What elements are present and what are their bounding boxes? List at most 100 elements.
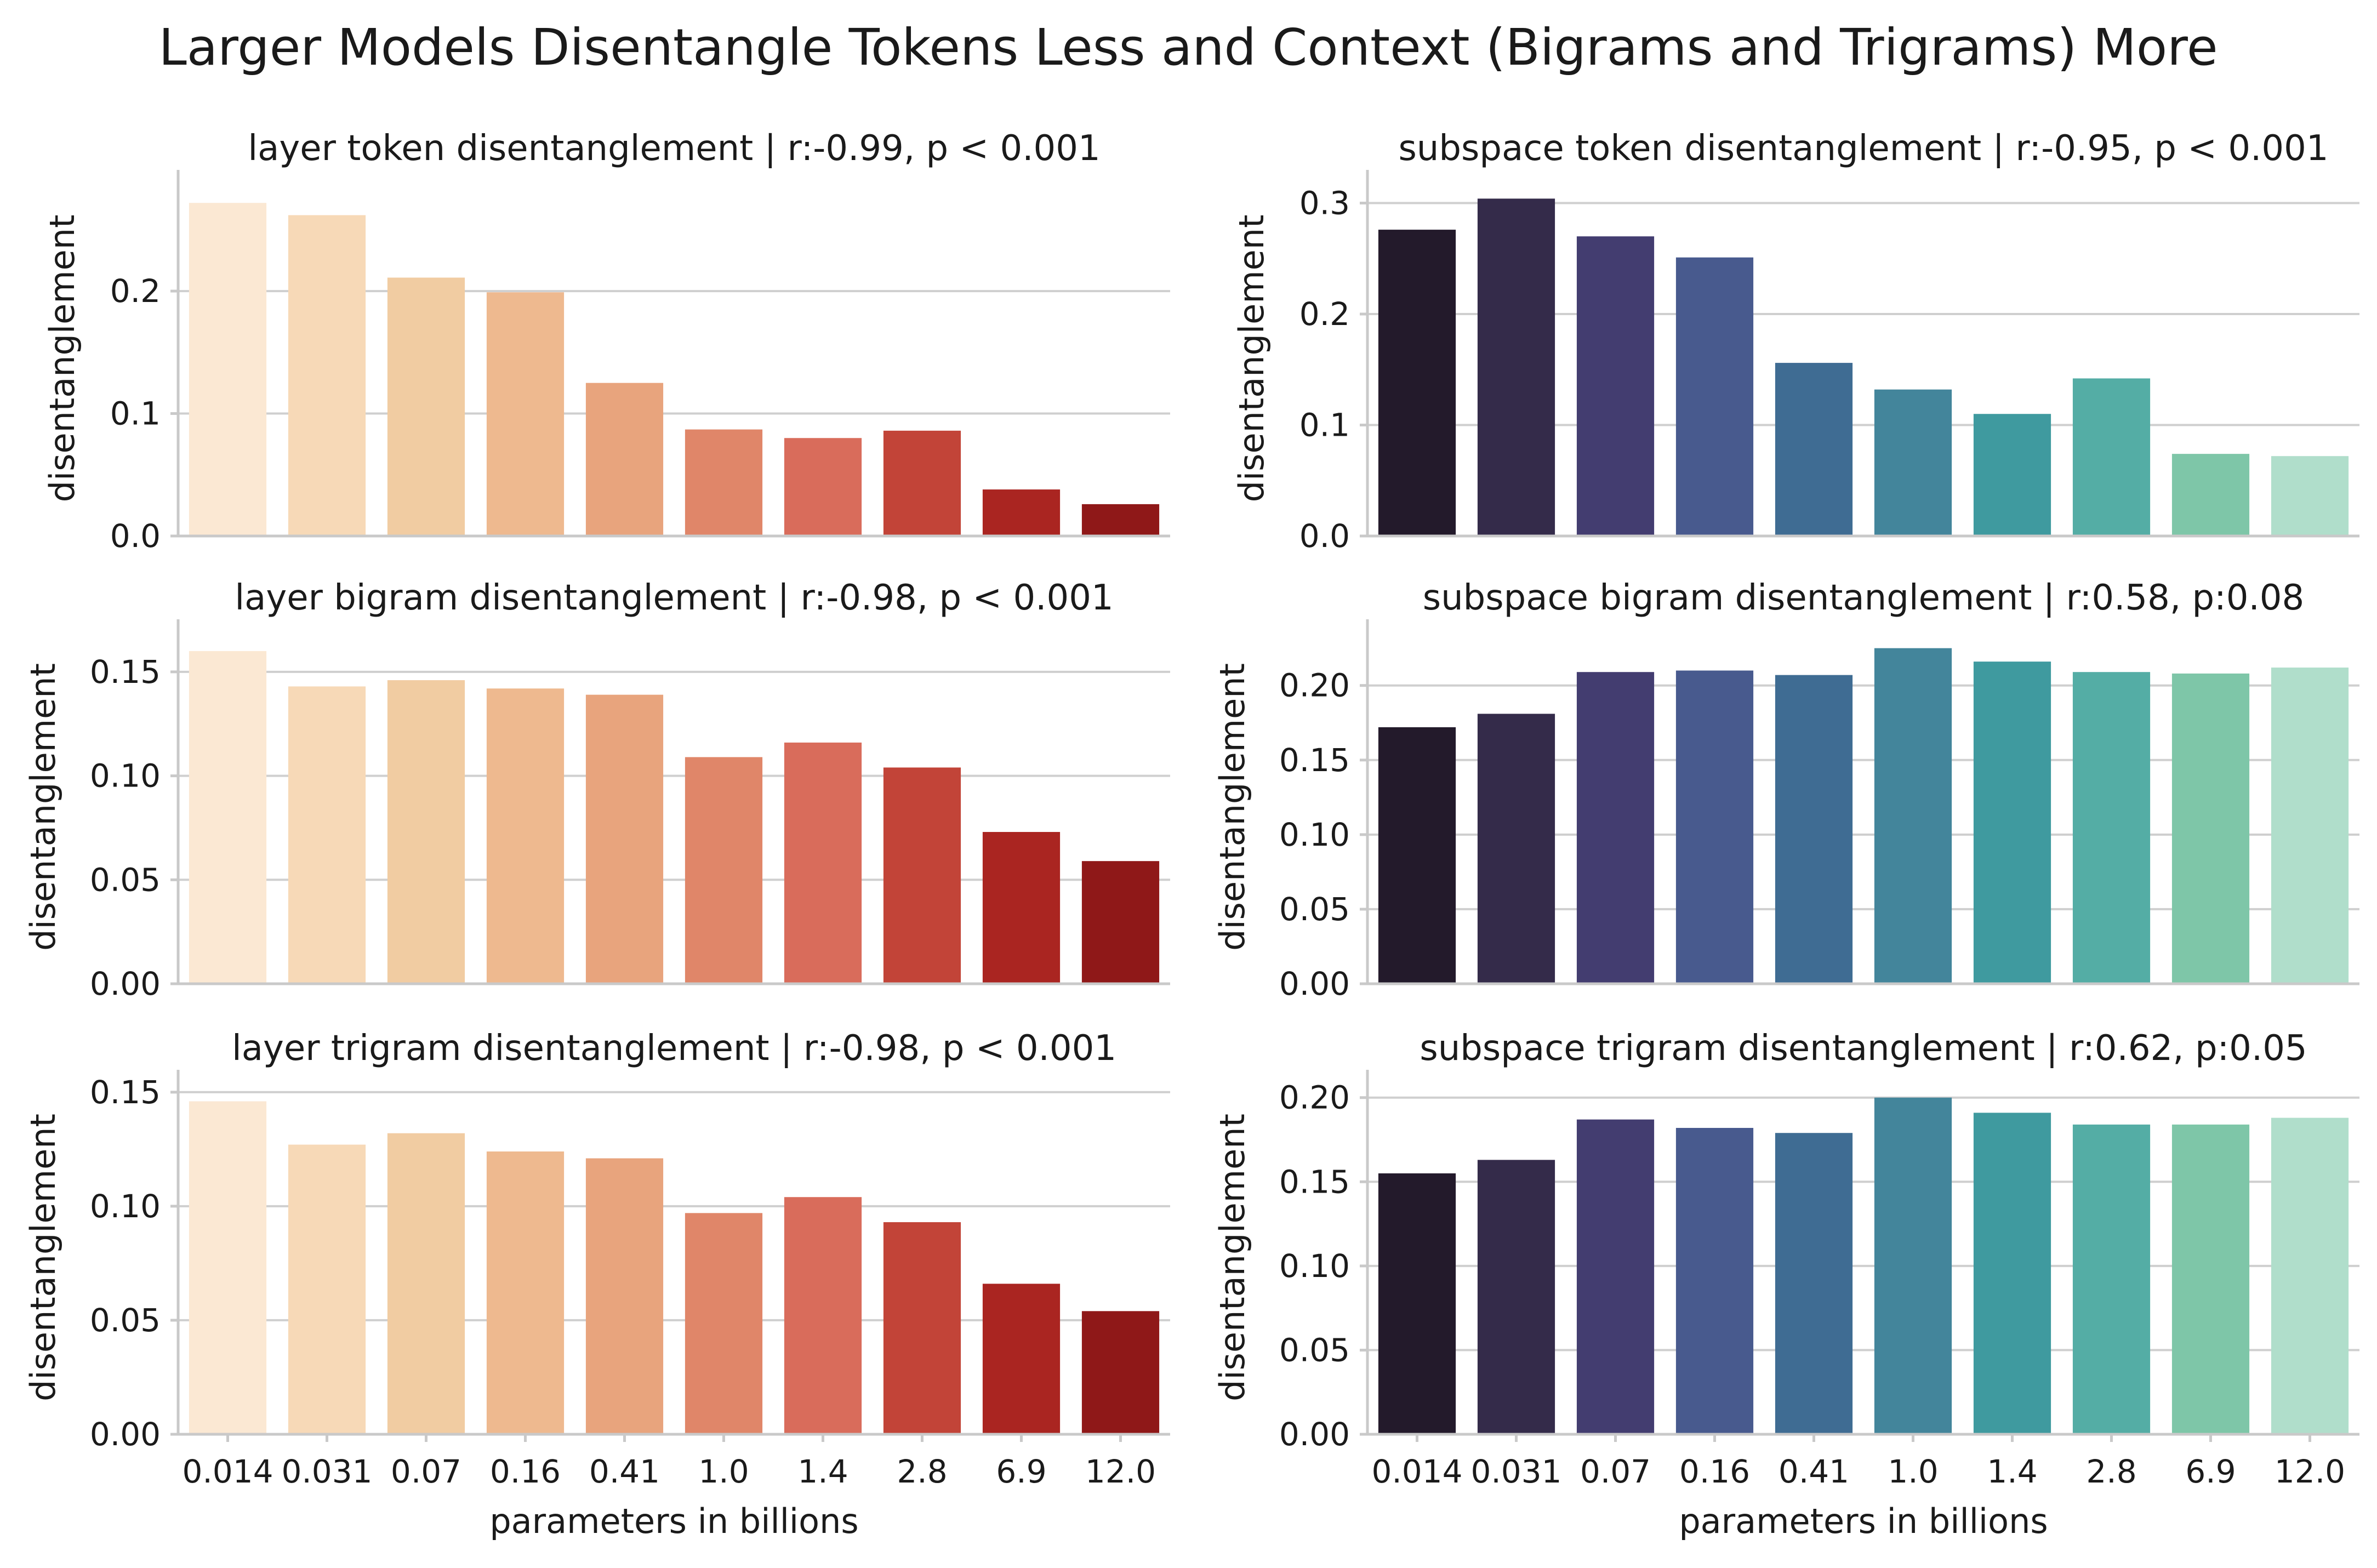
chart-5-xtick-label: 2.8 — [2086, 1453, 2136, 1490]
chart-0-bar-0_07 — [387, 277, 465, 536]
chart-1-bar-0_014 — [1378, 230, 1456, 537]
chart-2-ytick-label: 0.00 — [90, 965, 161, 1002]
chart-5-ytick-label: 0.15 — [1279, 1163, 1350, 1200]
chart-1-title: subspace token disentanglement | r:-0.95… — [1398, 128, 2328, 169]
chart-0-ytick-label: 0.2 — [110, 272, 161, 310]
chart-4-bar-2_8 — [883, 1222, 961, 1434]
chart-5-bar-1_0 — [1874, 1097, 1952, 1434]
chart-5-bar-0_07 — [1576, 1119, 1655, 1434]
chart-4-xtick-label: 0.07 — [391, 1453, 461, 1490]
chart-3-title: subspace bigram disentanglement | r:0.58… — [1423, 578, 2304, 618]
chart-1-bar-12_0 — [2271, 456, 2349, 536]
chart-3-bar-0_16 — [1675, 670, 1754, 984]
chart-2: layer bigram disentanglement | r:-0.98, … — [23, 578, 1170, 1002]
chart-1-bar-0_031 — [1477, 198, 1555, 536]
chart-2-bar-0_014 — [189, 651, 267, 984]
chart-0-bar-12_0 — [1081, 504, 1160, 536]
chart-2-bar-0_41 — [585, 694, 664, 984]
chart-5-ytick-label: 0.20 — [1279, 1079, 1350, 1116]
chart-1-bar-1_4 — [1973, 414, 2051, 536]
chart-5-xtick-label: 0.16 — [1679, 1453, 1750, 1490]
chart-1-bar-0_41 — [1775, 363, 1853, 536]
chart-2-bar-0_16 — [486, 688, 565, 984]
chart-5-bar-1_4 — [1973, 1113, 2051, 1434]
chart-3-ytick-label: 0.20 — [1279, 667, 1350, 704]
chart-3: subspace bigram disentanglement | r:0.58… — [1212, 578, 2359, 1002]
chart-5-xtick-label: 12.0 — [2275, 1453, 2345, 1490]
chart-5-ytick-label: 0.00 — [1279, 1416, 1350, 1453]
chart-3-ytick-label: 0.15 — [1279, 742, 1350, 779]
chart-3-bar-12_0 — [2271, 668, 2349, 984]
chart-1-bar-0_16 — [1675, 257, 1754, 536]
chart-3-bar-0_014 — [1378, 727, 1456, 984]
chart-4-xtick-label: 0.41 — [589, 1453, 660, 1490]
chart-1-bar-2_8 — [2072, 378, 2151, 536]
chart-4-bar-1_4 — [784, 1197, 862, 1434]
chart-1-ytick-label: 0.2 — [1299, 295, 1350, 333]
chart-5-xtick-label: 0.014 — [1371, 1453, 1462, 1490]
chart-4-ytick-label: 0.05 — [90, 1302, 161, 1339]
chart-2-bar-6_9 — [982, 832, 1061, 984]
chart-3-ylabel: disentanglement — [1212, 663, 1252, 951]
chart-0-title: layer token disentanglement | r:-0.99, p… — [248, 128, 1100, 169]
chart-5-xtick-label: 6.9 — [2185, 1453, 2236, 1490]
chart-5: subspace trigram disentanglement | r:0.6… — [1212, 1028, 2359, 1541]
chart-4-xtick-label: 12.0 — [1085, 1453, 1156, 1490]
chart-0-bar-0_41 — [585, 383, 664, 536]
chart-4-bar-0_41 — [585, 1158, 664, 1434]
chart-2-bar-1_4 — [784, 742, 862, 984]
chart-0-ytick-label: 0.1 — [110, 395, 161, 432]
chart-2-ylabel: disentanglement — [23, 663, 63, 951]
chart-0-bar-1_0 — [685, 429, 763, 536]
chart-4-bar-12_0 — [1081, 1311, 1160, 1434]
chart-4-bar-0_07 — [387, 1133, 465, 1434]
chart-5-ylabel: disentanglement — [1212, 1114, 1252, 1401]
chart-0-ylabel: disentanglement — [42, 215, 82, 503]
chart-5-bar-6_9 — [2171, 1124, 2250, 1434]
chart-5-ytick-label: 0.05 — [1279, 1331, 1350, 1369]
chart-4-title: layer trigram disentanglement | r:-0.98,… — [232, 1028, 1116, 1069]
chart-4-bar-0_014 — [189, 1101, 267, 1434]
chart-5-xlabel: parameters in billions — [1679, 1501, 2048, 1541]
chart-5-xtick-label: 0.031 — [1470, 1453, 1561, 1490]
chart-0-bar-1_4 — [784, 438, 862, 536]
chart-3-bar-2_8 — [2072, 672, 2151, 984]
chart-5-bar-0_031 — [1477, 1160, 1555, 1434]
chart-4-ytick-label: 0.00 — [90, 1416, 161, 1453]
chart-4-xtick-label: 1.4 — [797, 1453, 848, 1490]
panels: layer token disentanglement | r:-0.99, p… — [23, 128, 2359, 1541]
chart-4-ytick-label: 0.15 — [90, 1074, 161, 1111]
chart-1-ylabel: disentanglement — [1232, 215, 1272, 503]
chart-2-bar-0_07 — [387, 680, 465, 984]
chart-4-bar-0_16 — [486, 1151, 565, 1434]
chart-1-bar-1_0 — [1874, 389, 1952, 536]
chart-0-bar-0_014 — [189, 203, 267, 536]
chart-2-ytick-label: 0.05 — [90, 861, 161, 898]
chart-1-ytick-label: 0.0 — [1299, 517, 1350, 555]
chart-5-title: subspace trigram disentanglement | r:0.6… — [1420, 1028, 2307, 1069]
chart-5-bar-2_8 — [2072, 1124, 2151, 1434]
chart-3-bar-0_07 — [1576, 672, 1655, 984]
chart-3-ytick-label: 0.00 — [1279, 965, 1350, 1002]
chart-5-bar-0_41 — [1775, 1133, 1853, 1434]
chart-0-bar-2_8 — [883, 430, 961, 536]
chart-3-bar-0_031 — [1477, 714, 1555, 984]
chart-4-xtick-label: 0.16 — [490, 1453, 561, 1490]
chart-1-bar-6_9 — [2171, 454, 2250, 536]
chart-3-bar-6_9 — [2171, 673, 2250, 984]
chart-5-xtick-label: 1.0 — [1888, 1453, 1938, 1490]
chart-2-ytick-label: 0.15 — [90, 653, 161, 691]
chart-2-bar-12_0 — [1081, 861, 1160, 984]
chart-3-bar-1_0 — [1874, 648, 1952, 984]
chart-4-xtick-label: 0.014 — [182, 1453, 273, 1490]
chart-0: layer token disentanglement | r:-0.99, p… — [42, 128, 1170, 555]
chart-0-ytick-label: 0.0 — [110, 517, 161, 555]
chart-5-xtick-label: 0.41 — [1779, 1453, 1849, 1490]
chart-0-bar-0_031 — [288, 215, 366, 536]
chart-1: subspace token disentanglement | r:-0.95… — [1232, 128, 2359, 555]
chart-3-bar-1_4 — [1973, 662, 2051, 984]
chart-0-bar-6_9 — [982, 489, 1061, 536]
chart-4-ytick-label: 0.10 — [90, 1188, 161, 1225]
chart-4-bar-1_0 — [685, 1213, 763, 1434]
chart-3-bar-0_41 — [1775, 675, 1853, 984]
